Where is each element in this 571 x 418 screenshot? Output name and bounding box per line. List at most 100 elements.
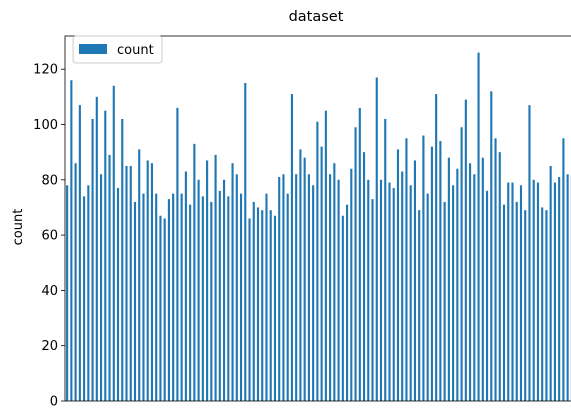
bar <box>121 118 124 401</box>
bar <box>239 193 243 401</box>
bar <box>460 127 463 401</box>
bar <box>70 80 73 402</box>
bar <box>485 190 489 401</box>
bar <box>532 179 535 401</box>
bar <box>452 185 455 401</box>
bar <box>541 207 544 401</box>
bar <box>206 160 209 401</box>
plot-frame <box>64 35 571 402</box>
bar <box>312 185 315 401</box>
bar <box>515 201 518 401</box>
bar <box>193 143 196 401</box>
y-tick-label: 60 <box>41 229 58 244</box>
bar <box>176 107 179 401</box>
bar <box>303 157 306 401</box>
bar <box>324 110 327 401</box>
bar <box>269 210 272 401</box>
bar <box>83 196 86 401</box>
bars-group <box>66 52 571 402</box>
bar <box>443 201 446 401</box>
bar <box>422 135 425 402</box>
bar <box>159 215 162 401</box>
bar <box>481 157 484 401</box>
bar <box>396 149 400 401</box>
bar <box>558 177 561 401</box>
bar <box>91 118 94 401</box>
bar <box>536 182 540 401</box>
bar <box>201 196 204 401</box>
bar <box>223 179 226 401</box>
bar <box>261 210 264 401</box>
bar <box>104 110 107 401</box>
bar <box>95 96 98 401</box>
bar <box>464 99 467 401</box>
bar <box>235 174 238 401</box>
bar <box>282 174 285 401</box>
bar <box>197 179 200 401</box>
bar <box>227 196 230 401</box>
bar <box>447 157 450 401</box>
bar <box>142 193 145 401</box>
bar <box>524 210 527 401</box>
bar <box>189 204 192 401</box>
bar <box>371 199 374 401</box>
bar <box>180 193 183 401</box>
bar <box>163 218 166 401</box>
bar <box>248 218 251 401</box>
bar <box>469 163 472 401</box>
bar <box>519 185 523 401</box>
bar <box>295 174 298 401</box>
bar <box>511 182 514 401</box>
y-axis: 0 20 40 60 80 100 120 <box>33 63 65 410</box>
bar <box>507 182 510 401</box>
bar <box>299 149 302 401</box>
bar <box>78 105 81 401</box>
bar <box>172 193 175 401</box>
bar <box>150 163 154 401</box>
bar <box>354 127 357 401</box>
bar <box>528 105 531 401</box>
bar <box>430 146 433 401</box>
bar <box>273 215 277 401</box>
bar <box>346 204 349 401</box>
bar <box>562 138 565 401</box>
bar <box>549 165 552 401</box>
bar <box>87 185 90 401</box>
bar <box>498 152 501 401</box>
bar <box>256 207 260 401</box>
legend-label: count <box>117 43 154 58</box>
bar <box>456 168 459 401</box>
bar <box>553 182 556 401</box>
bar <box>210 201 213 401</box>
bar <box>155 193 158 401</box>
bar <box>146 160 149 401</box>
bar <box>409 185 412 401</box>
bar <box>244 83 247 401</box>
bar <box>413 160 416 401</box>
y-tick-label: 0 <box>50 395 58 410</box>
bar <box>358 107 361 401</box>
bar <box>367 179 370 401</box>
bar <box>329 174 332 401</box>
bar <box>490 91 493 402</box>
y-axis-label: count <box>11 209 26 246</box>
bar <box>350 168 353 401</box>
bar <box>362 152 366 401</box>
bar <box>290 94 293 401</box>
bar <box>214 154 217 401</box>
bar <box>502 204 506 401</box>
bar <box>388 182 391 401</box>
bar <box>494 138 497 401</box>
bar <box>125 165 128 401</box>
bar <box>99 174 103 401</box>
bar <box>426 193 429 401</box>
legend-box <box>72 35 163 64</box>
bar <box>333 163 336 401</box>
bar <box>477 52 480 402</box>
bar <box>392 188 395 401</box>
legend-swatch <box>79 44 107 54</box>
bar <box>231 163 234 401</box>
bar <box>108 154 111 401</box>
bar <box>341 215 344 401</box>
bar <box>405 138 408 401</box>
